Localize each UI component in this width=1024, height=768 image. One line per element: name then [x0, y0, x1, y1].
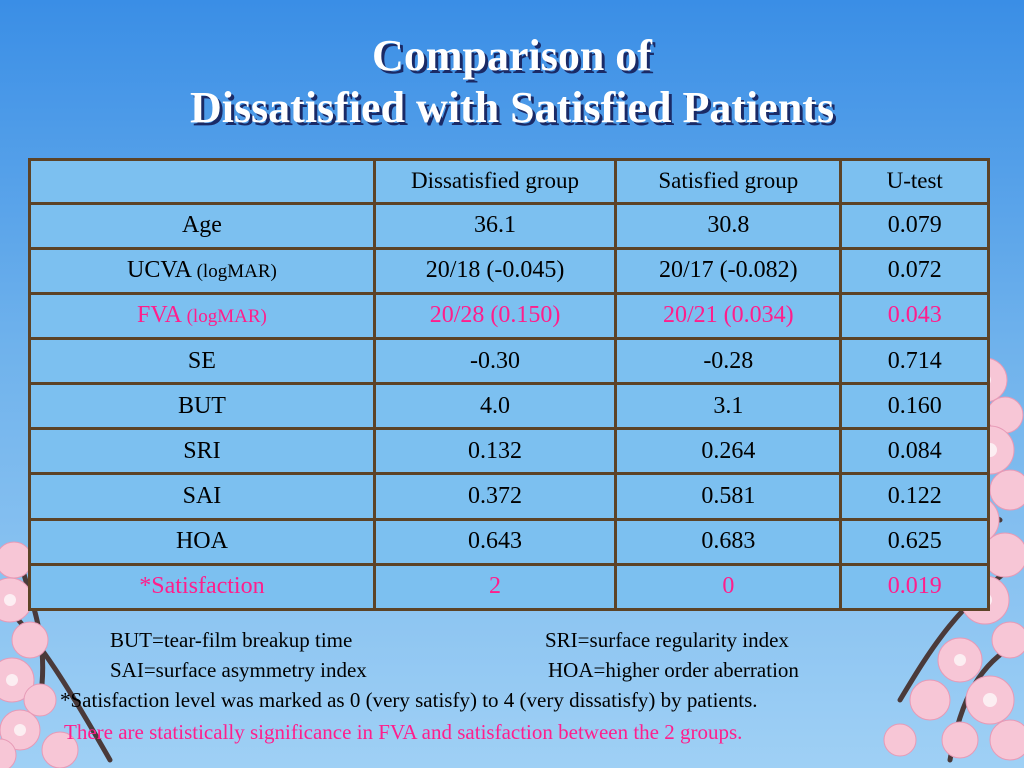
- u-test-value: 0.122: [839, 472, 990, 521]
- satisfied-value: 3.1: [614, 382, 843, 431]
- table-row: Age 36.1 30.8 0.079: [28, 201, 990, 250]
- satisfied-value: 0.683: [614, 517, 843, 566]
- u-test-value: 0.043: [839, 291, 990, 341]
- note-sri: SRI=surface regularity index: [545, 628, 789, 652]
- satisfied-value: 20/21 (0.034): [614, 291, 843, 341]
- u-test-value: 0.625: [839, 517, 990, 566]
- satisfied-value: -0.28: [614, 337, 843, 386]
- row-label: SAI: [28, 472, 376, 521]
- title-line-2: Dissatisfied with Satisfied Patients: [189, 83, 835, 132]
- row-label: BUT: [28, 382, 376, 431]
- table-header-row: Dissatisfied group Satisfied group U-tes…: [28, 158, 990, 205]
- dissatisfied-value: 2: [372, 562, 618, 612]
- dissatisfied-value: -0.30: [372, 337, 618, 386]
- table-row-significant: FVA (logMAR) 20/28 (0.150) 20/21 (0.034)…: [28, 291, 990, 341]
- header-empty-cell: [28, 158, 376, 205]
- title-line-1: Comparison of: [372, 31, 652, 80]
- u-test-value: 0.714: [839, 337, 990, 386]
- satisfied-value: 0.264: [614, 427, 843, 476]
- row-label: SE: [28, 337, 376, 386]
- dissatisfied-value: 20/28 (0.150): [372, 291, 618, 341]
- note-hoa: HOA=higher order aberration: [548, 658, 799, 682]
- u-test-value: 0.160: [839, 382, 990, 431]
- row-label: UCVA (logMAR): [28, 246, 376, 295]
- u-test-value: 0.084: [839, 427, 990, 476]
- dissatisfied-value: 0.372: [372, 472, 618, 521]
- note-but: BUT=tear-film breakup time: [110, 628, 353, 652]
- table-row: HOA 0.643 0.683 0.625: [28, 517, 990, 566]
- table-row: SAI 0.372 0.581 0.122: [28, 472, 990, 521]
- row-label: FVA (logMAR): [28, 291, 376, 341]
- note-sai: SAI=surface asymmetry index: [110, 658, 367, 682]
- table-row-significant: *Satisfaction 2 0 0.019: [28, 562, 990, 612]
- row-label: SRI: [28, 427, 376, 476]
- comparison-table: Dissatisfied group Satisfied group U-tes…: [28, 158, 990, 612]
- row-label: Age: [28, 201, 376, 250]
- table-row: BUT 4.0 3.1 0.160: [28, 382, 990, 431]
- dissatisfied-value: 20/18 (-0.045): [372, 246, 618, 295]
- header-dissatisfied: Dissatisfied group: [372, 158, 618, 205]
- note-satisfaction: *Satisfaction level was marked as 0 (ver…: [60, 688, 758, 712]
- u-test-value: 0.019: [839, 562, 990, 612]
- satisfied-value: 0.581: [614, 472, 843, 521]
- u-test-value: 0.072: [839, 246, 990, 295]
- row-label: *Satisfaction: [28, 562, 376, 612]
- dissatisfied-value: 0.643: [372, 517, 618, 566]
- table-row: UCVA (logMAR) 20/18 (-0.045) 20/17 (-0.0…: [28, 246, 990, 295]
- row-label: HOA: [28, 517, 376, 566]
- table-row: SE -0.30 -0.28 0.714: [28, 337, 990, 386]
- slide-title: Comparison of Dissatisfied with Satisfie…: [0, 30, 1024, 134]
- header-satisfied: Satisfied group: [614, 158, 843, 205]
- table-row: SRI 0.132 0.264 0.084: [28, 427, 990, 476]
- dissatisfied-value: 4.0: [372, 382, 618, 431]
- dissatisfied-value: 36.1: [372, 201, 618, 250]
- header-u-test: U-test: [839, 158, 990, 205]
- satisfied-value: 0: [614, 562, 843, 612]
- note-conclusion: There are statistically significance in …: [64, 720, 743, 744]
- satisfied-value: 20/17 (-0.082): [614, 246, 843, 295]
- u-test-value: 0.079: [839, 201, 990, 250]
- dissatisfied-value: 0.132: [372, 427, 618, 476]
- satisfied-value: 30.8: [614, 201, 843, 250]
